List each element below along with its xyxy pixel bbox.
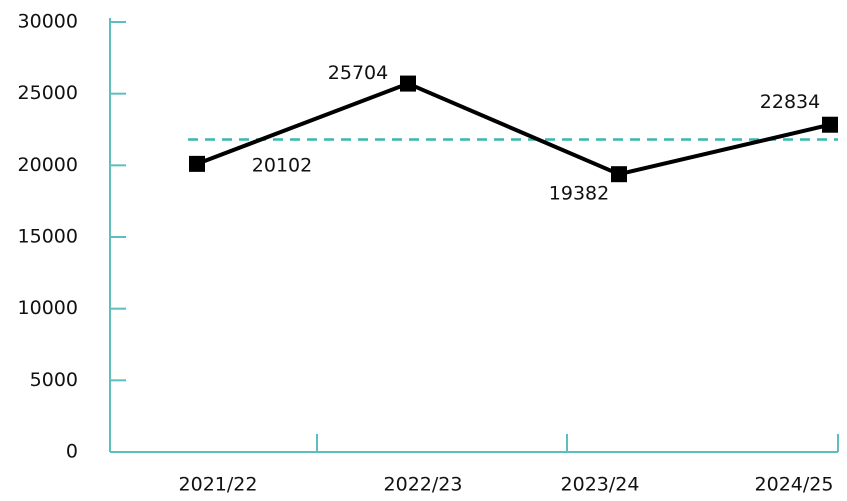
y-tick-label: 5000 — [30, 369, 78, 391]
y-tick-label: 30000 — [18, 11, 78, 33]
line — [196, 81, 831, 177]
x-tick-label: 2022/23 — [384, 474, 463, 496]
y-tick-label: 10000 — [18, 297, 78, 319]
y-tick-label: 20000 — [18, 154, 78, 176]
data-label: 22834 — [760, 91, 820, 113]
marker — [189, 155, 205, 172]
x-tick-label: 2023/24 — [561, 474, 640, 496]
x-tick-label: 2024/25 — [755, 474, 834, 496]
y-tick-label: 25000 — [18, 82, 78, 104]
data-label: 20102 — [252, 154, 312, 176]
marker — [400, 75, 416, 92]
data-label: 25704 — [328, 62, 388, 84]
y-tick-label: 15000 — [18, 226, 78, 248]
x-tick-label: 2021/22 — [179, 474, 258, 496]
y-tick-label: 0 — [66, 441, 78, 463]
marker — [822, 116, 838, 133]
data-label: 19382 — [549, 183, 609, 205]
marker — [611, 166, 627, 183]
